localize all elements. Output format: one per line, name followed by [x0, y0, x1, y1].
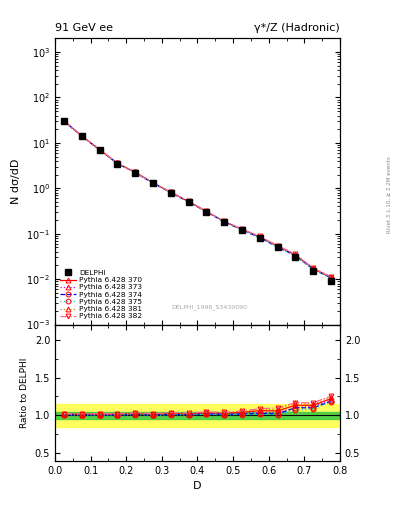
- Y-axis label: Ratio to DELPHI: Ratio to DELPHI: [20, 357, 29, 428]
- Text: γ*/Z (Hadronic): γ*/Z (Hadronic): [254, 23, 340, 33]
- Text: Rivet 3.1.10, ≥ 2.2M events: Rivet 3.1.10, ≥ 2.2M events: [387, 156, 392, 233]
- Legend: DELPHI, Pythia 6.428 370, Pythia 6.428 373, Pythia 6.428 374, Pythia 6.428 375, : DELPHI, Pythia 6.428 370, Pythia 6.428 3…: [59, 268, 144, 321]
- Text: DELPHI_1996_S3430090: DELPHI_1996_S3430090: [171, 305, 247, 310]
- X-axis label: D: D: [193, 481, 202, 491]
- Y-axis label: N dσ/dD: N dσ/dD: [11, 159, 20, 204]
- Text: 91 GeV ee: 91 GeV ee: [55, 23, 113, 33]
